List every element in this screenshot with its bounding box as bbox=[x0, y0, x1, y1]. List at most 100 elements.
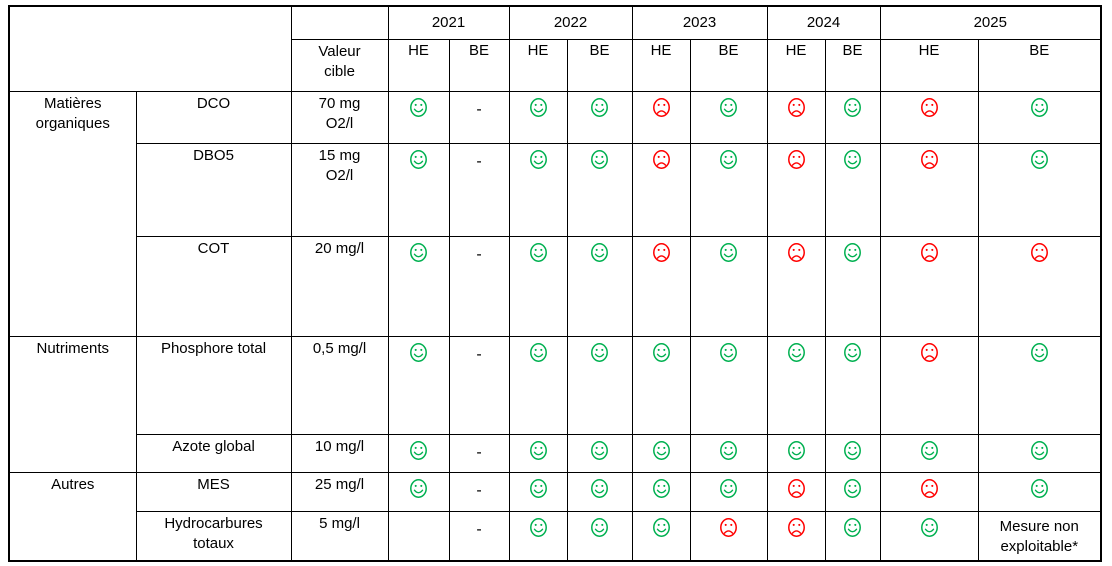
year-header-2025: 2025 bbox=[879, 5, 1102, 40]
status-cell-2023-be bbox=[689, 335, 768, 435]
status-cell-2022-be bbox=[566, 142, 633, 237]
happy-face-icon bbox=[591, 97, 608, 117]
status-cell-2024-be bbox=[824, 335, 881, 435]
table-row: Azote global 10 mg/l - bbox=[9, 433, 1102, 473]
corner-cell bbox=[8, 5, 292, 92]
status-cell-2024-he bbox=[766, 471, 826, 512]
happy-face-icon bbox=[1030, 97, 1048, 117]
happy-face-icon bbox=[920, 517, 938, 537]
happy-face-icon bbox=[787, 342, 805, 362]
year-header-2024: 2024 bbox=[766, 5, 881, 40]
sad-face-icon bbox=[920, 342, 938, 362]
status-cell-2021-be: - bbox=[448, 90, 510, 144]
year-header-2022: 2022 bbox=[508, 5, 633, 40]
happy-face-icon bbox=[720, 97, 737, 117]
target-value-cell: 25 mg/l bbox=[290, 471, 389, 512]
sad-face-icon bbox=[652, 97, 670, 117]
status-cell-2025-he bbox=[879, 142, 979, 237]
status-cell-2021-he bbox=[387, 235, 450, 337]
table-body: Matières organiques DCO 70 mg O2/l - DBO5 15 … bbox=[8, 90, 1102, 562]
status-cell-2023-be bbox=[689, 90, 768, 144]
status-cell-2022-be bbox=[566, 335, 633, 435]
happy-face-icon bbox=[529, 517, 547, 537]
period-header-2022-HE: HE bbox=[508, 38, 568, 92]
happy-face-icon bbox=[844, 342, 861, 362]
status-cell-2024-he bbox=[766, 433, 826, 473]
target-value-header: Valeur cible bbox=[290, 38, 389, 92]
status-cell-2025-be bbox=[977, 471, 1102, 512]
happy-face-icon bbox=[720, 149, 737, 169]
sad-face-icon bbox=[652, 242, 670, 262]
happy-face-icon bbox=[529, 97, 547, 117]
no-data-dash: - bbox=[476, 520, 482, 538]
status-cell-2025-he bbox=[879, 510, 979, 562]
status-cell-2021-be: - bbox=[448, 142, 510, 237]
status-cell-2023-be bbox=[689, 433, 768, 473]
happy-face-icon bbox=[529, 149, 547, 169]
status-cell-2022-he bbox=[508, 335, 568, 435]
status-cell-2025-be bbox=[977, 235, 1102, 337]
parameter-cell: MES bbox=[135, 471, 292, 512]
happy-face-icon bbox=[591, 242, 608, 262]
status-cell-2022-he bbox=[508, 235, 568, 337]
status-cell-2025-he bbox=[879, 335, 979, 435]
happy-face-icon bbox=[787, 440, 805, 460]
status-cell-2021-he bbox=[387, 90, 450, 144]
sad-face-icon bbox=[787, 97, 805, 117]
happy-face-icon bbox=[652, 342, 670, 362]
happy-face-icon bbox=[652, 440, 670, 460]
status-cell-2023-he bbox=[631, 90, 691, 144]
happy-face-icon bbox=[652, 517, 670, 537]
status-cell-2025-be bbox=[977, 90, 1102, 144]
status-cell-2024-be bbox=[824, 142, 881, 237]
happy-face-icon bbox=[410, 242, 427, 262]
happy-face-icon bbox=[529, 440, 547, 460]
sad-face-icon bbox=[920, 478, 938, 498]
happy-face-icon bbox=[844, 478, 861, 498]
parameter-cell: COT bbox=[135, 235, 292, 337]
status-cell-2025-he bbox=[879, 471, 979, 512]
status-cell-2024-be bbox=[824, 433, 881, 473]
happy-face-icon bbox=[591, 478, 608, 498]
water-quality-table: 2021 2022 2023 2024 2025 Valeur cible HE BE HE BE… bbox=[8, 5, 1102, 562]
status-cell-2023-be bbox=[689, 235, 768, 337]
parameter-cell: DBO5 bbox=[135, 142, 292, 237]
sad-face-icon bbox=[787, 517, 805, 537]
happy-face-icon bbox=[529, 478, 547, 498]
status-cell-2025-be bbox=[977, 142, 1102, 237]
status-cell-2025-he bbox=[879, 433, 979, 473]
sad-face-icon bbox=[787, 149, 805, 169]
status-cell-2025-be bbox=[977, 335, 1102, 435]
status-cell-2024-be bbox=[824, 510, 881, 562]
happy-face-icon bbox=[591, 517, 608, 537]
happy-face-icon bbox=[410, 478, 427, 498]
status-cell-2023-he bbox=[631, 335, 691, 435]
status-cell-2022-he bbox=[508, 142, 568, 237]
no-data-dash: - bbox=[476, 443, 482, 461]
happy-face-icon bbox=[591, 149, 608, 169]
status-cell-2021-he bbox=[387, 335, 450, 435]
year-header-2021: 2021 bbox=[387, 5, 510, 40]
no-data-dash: - bbox=[476, 481, 482, 499]
status-cell-2022-be bbox=[566, 433, 633, 473]
period-header-2025-HE: HE bbox=[879, 38, 979, 92]
table-row: Hydrocarbures totaux 5 mg/l - Mesure non ex… bbox=[9, 510, 1102, 562]
status-cell-2023-be bbox=[689, 510, 768, 562]
sad-face-icon bbox=[720, 517, 737, 537]
status-cell-2024-he bbox=[766, 142, 826, 237]
no-data-dash: - bbox=[476, 100, 482, 118]
status-cell-2023-be bbox=[689, 142, 768, 237]
target-header-top-cell bbox=[290, 5, 389, 40]
status-cell-2025-he bbox=[879, 235, 979, 337]
status-cell-2021-be: - bbox=[448, 510, 510, 562]
status-cell-2024-he bbox=[766, 510, 826, 562]
status-cell-2021-he bbox=[387, 510, 450, 562]
happy-face-icon bbox=[410, 342, 427, 362]
status-cell-2024-he bbox=[766, 235, 826, 337]
table-row: Autres MES 25 mg/l - bbox=[8, 471, 1102, 562]
period-header-2025-BE: BE bbox=[977, 38, 1102, 92]
status-cell-2024-be bbox=[824, 471, 881, 512]
target-value-cell: 15 mg O2/l bbox=[290, 142, 389, 237]
status-cell-2023-he bbox=[631, 471, 691, 512]
status-cell-2021-he bbox=[387, 471, 450, 512]
